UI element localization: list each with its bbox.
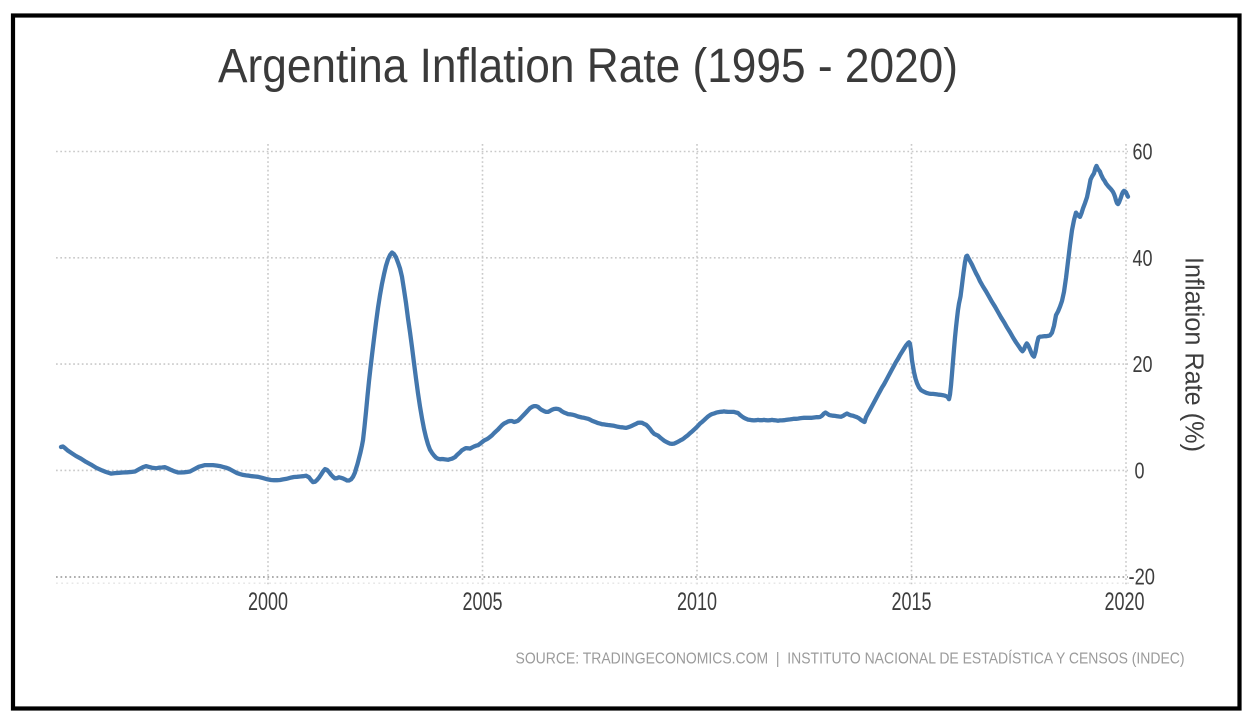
svg-text:2005: 2005 — [463, 588, 503, 616]
svg-text:Argentina Inflation Rate (1995: Argentina Inflation Rate (1995 - 2020) — [218, 40, 958, 93]
svg-text:SOURCE: TRADINGECONOMICS.COM: SOURCE: TRADINGECONOMICS.COM | INSTITUTO… — [516, 651, 1185, 668]
svg-text:0: 0 — [1135, 457, 1145, 483]
svg-text:2015: 2015 — [892, 588, 932, 616]
svg-text:2000: 2000 — [248, 588, 288, 616]
svg-text:-20: -20 — [1129, 564, 1156, 590]
svg-text:60: 60 — [1133, 139, 1153, 165]
svg-text:40: 40 — [1133, 245, 1153, 271]
svg-text:2020: 2020 — [1105, 588, 1145, 616]
svg-text:2010: 2010 — [677, 588, 717, 616]
svg-text:20: 20 — [1133, 351, 1153, 377]
svg-text:Inflation Rate (%): Inflation Rate (%) — [1180, 257, 1208, 452]
